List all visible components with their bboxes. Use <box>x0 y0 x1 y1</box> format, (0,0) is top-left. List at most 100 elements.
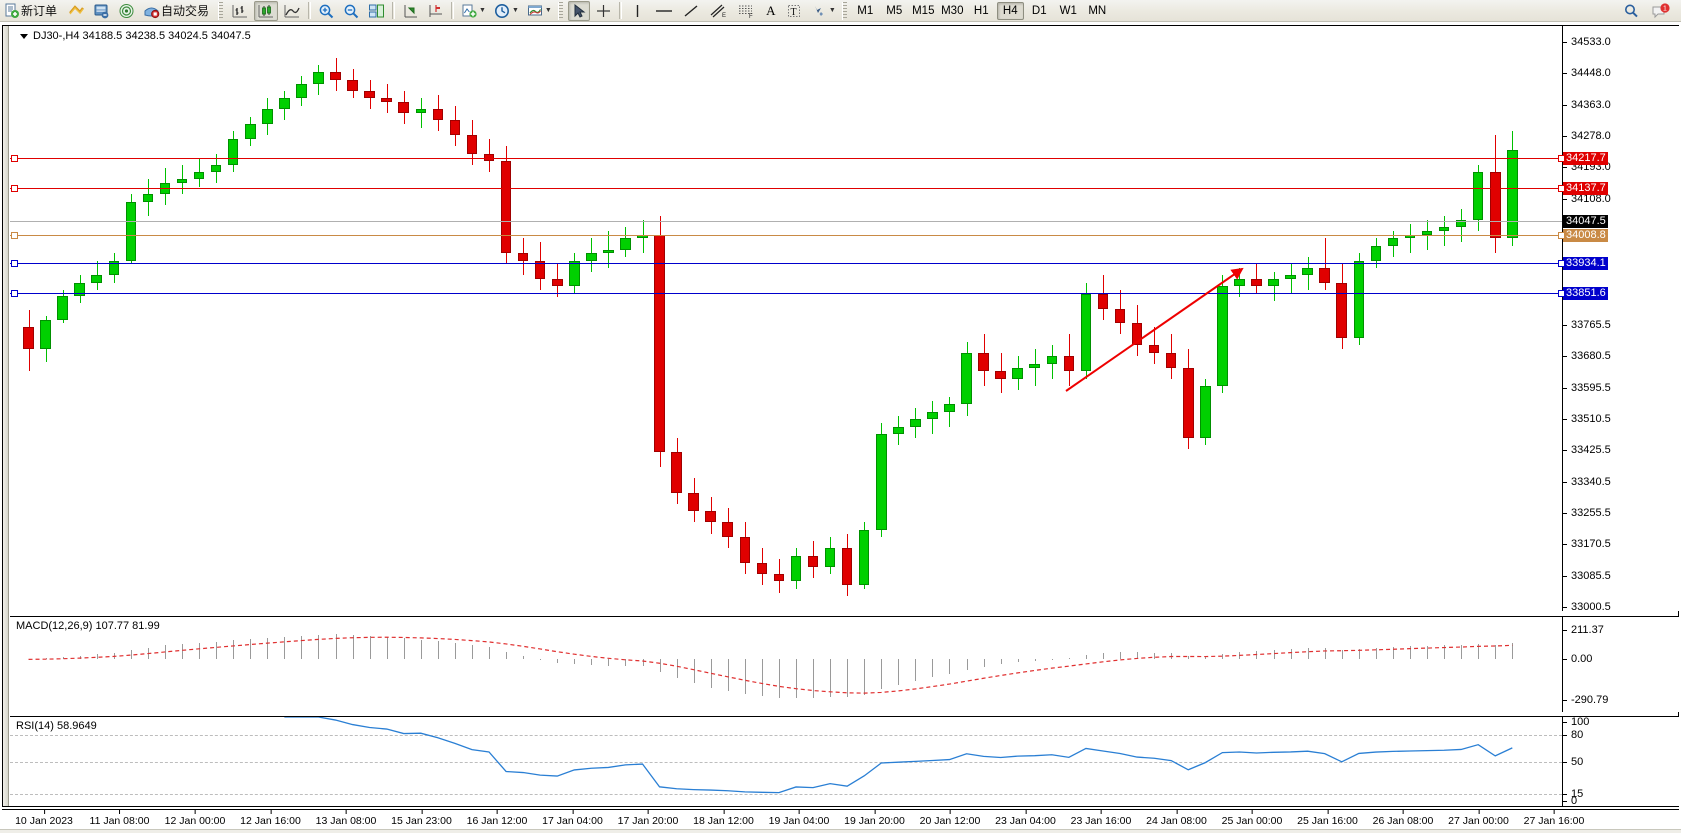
timeframe-m5[interactable]: M5 <box>886 4 903 17</box>
toolbar-grip-1[interactable] <box>218 1 224 20</box>
rsi-plot-area[interactable] <box>10 717 1562 806</box>
templates-button[interactable]: ▼ <box>524 1 555 21</box>
price-level-handle[interactable] <box>11 155 18 163</box>
timeframe-w1[interactable]: W1 <box>1059 4 1077 17</box>
candle-body <box>57 295 68 320</box>
price-level-anchor[interactable] <box>1558 232 1565 240</box>
price-level-line-support-upper[interactable] <box>10 262 1562 264</box>
shapes-button[interactable]: ▼ <box>807 1 839 21</box>
candle-body <box>432 109 444 121</box>
price-level-anchor[interactable] <box>1558 290 1565 298</box>
macd-histogram-bar <box>1222 654 1223 660</box>
rsi-pane[interactable]: RSI(14) 58.9649 100 80 50 15 0 <box>10 716 1680 807</box>
macd-histogram-bar <box>1291 648 1292 660</box>
price-level-handle[interactable] <box>11 184 18 192</box>
chevron-down-icon[interactable]: ▼ <box>828 7 836 14</box>
price-plot-area[interactable] <box>10 26 1562 611</box>
macd-histogram-bar <box>643 659 644 666</box>
trendline-button[interactable] <box>679 1 703 21</box>
macd-histogram-bar <box>677 659 678 679</box>
price-tag-support-lower[interactable]: 33851.6 <box>1563 287 1608 301</box>
pencil-chart-button[interactable] <box>65 1 88 21</box>
price-tag-current-price[interactable]: 34047.5 <box>1563 214 1608 228</box>
chart-left-gutter[interactable] <box>3 26 9 806</box>
price-level-line-resistance-lower[interactable] <box>10 187 1562 189</box>
rsi-axis[interactable]: 100 80 50 15 0 <box>1562 717 1680 807</box>
new-order-icon <box>5 3 19 18</box>
terminal-button[interactable] <box>90 1 113 21</box>
cursor-button[interactable] <box>567 0 590 21</box>
toolbar-grip-3[interactable] <box>841 1 847 20</box>
macd-histogram-bar <box>318 634 319 660</box>
timeframe-m1[interactable]: M1 <box>857 4 874 17</box>
timeframe-mn[interactable]: MN <box>1088 4 1107 17</box>
macd-histogram-bar <box>1188 656 1189 660</box>
vertical-line-button[interactable] <box>626 1 649 21</box>
indicators-button[interactable]: ▼ <box>458 1 489 21</box>
price-level-anchor[interactable] <box>1558 155 1565 163</box>
zoom-in-button[interactable] <box>315 1 338 21</box>
bar-chart-icon <box>232 4 248 17</box>
search-button[interactable] <box>1620 1 1643 21</box>
timeframe-d1[interactable]: D1 <box>1031 4 1047 17</box>
chevron-down-icon[interactable]: ▼ <box>511 7 519 14</box>
price-level-anchor[interactable] <box>1558 259 1565 267</box>
zoom-out-button[interactable] <box>340 1 363 21</box>
chevron-down-icon[interactable]: ▼ <box>479 7 486 14</box>
time-axis-tick: 25 Jan 00:00 <box>1221 810 1283 827</box>
autoscroll-button[interactable] <box>399 1 422 21</box>
timeframe-h1[interactable]: H1 <box>973 4 989 17</box>
text-label-button[interactable]: T <box>783 1 805 21</box>
price-pane[interactable]: DJ30-,H4 34188.5 34238.5 34024.5 34047.5… <box>10 26 1680 613</box>
price-tag-support-upper[interactable]: 33934.1 <box>1563 256 1608 270</box>
macd-plot-area[interactable] <box>10 617 1562 712</box>
macd-histogram-bar <box>1018 659 1019 663</box>
price-level-line-support-lower[interactable] <box>10 293 1562 295</box>
line-chart-button[interactable] <box>280 1 304 21</box>
time-axis[interactable]: 10 Jan 2023 11 Jan 08:00 12 Jan 00:00 12 Ja… <box>2 809 1679 831</box>
price-level-line-resistance-upper[interactable] <box>10 158 1562 160</box>
price-level-line-pivot-level[interactable] <box>10 235 1562 237</box>
fibonacci-retracement-button[interactable]: F <box>733 1 759 21</box>
rsi-axis-tick: 0 <box>1563 796 1577 807</box>
chevron-down-icon[interactable]: ▼ <box>544 7 552 14</box>
metaquotes-id-button[interactable] <box>115 1 138 21</box>
chart-shift-button[interactable] <box>424 1 447 21</box>
candlestick-chart-button[interactable] <box>254 0 279 21</box>
macd-histogram-bar <box>1103 653 1104 660</box>
candle-body <box>244 124 256 139</box>
crosshair-button[interactable] <box>592 1 615 21</box>
chart-menu-caret-icon[interactable] <box>20 33 28 39</box>
period-button[interactable]: ▼ <box>491 1 522 21</box>
price-level-handle[interactable] <box>11 290 18 298</box>
price-level-line-current-price[interactable] <box>10 220 1562 222</box>
toolbar-grip-2[interactable] <box>557 1 563 20</box>
price-axis[interactable]: 34533.0 34448.0 34363.0 34278.0 34193.0 34108… <box>1562 26 1680 613</box>
macd-histogram-bar <box>489 647 490 660</box>
new-order-button[interactable]: 新订单 <box>1 1 63 21</box>
time-axis-tick: 19 Jan 04:00 <box>768 810 830 827</box>
timeframe-m15[interactable]: M15 <box>912 4 935 17</box>
price-level-handle[interactable] <box>11 259 18 267</box>
text-button[interactable]: A <box>761 1 781 21</box>
bar-chart-button[interactable] <box>228 1 252 21</box>
uptrend-arrow[interactable] <box>10 26 1562 611</box>
timeframe-m30[interactable]: M30 <box>941 4 964 17</box>
price-tag-resistance-lower[interactable]: 34137.7 <box>1563 181 1608 195</box>
macd-pane[interactable]: MACD(12,26,9) 107.77 81.99 211.37 0.00 -29… <box>10 616 1680 712</box>
equidistant-channel-button[interactable]: E <box>705 1 731 21</box>
notifications-button[interactable]: 1 <box>1648 1 1673 21</box>
price-tag-resistance-upper[interactable]: 34217.7 <box>1563 152 1608 166</box>
tile-windows-button[interactable] <box>365 1 388 21</box>
timeframe-h4[interactable]: H4 <box>996 1 1024 20</box>
price-level-anchor[interactable] <box>1558 184 1565 192</box>
autotrading-button[interactable]: 自动交易 <box>140 1 215 21</box>
horizontal-line-button[interactable] <box>651 1 677 21</box>
macd-axis-tick: 0.00 <box>1563 654 1592 665</box>
macd-axis[interactable]: 211.37 0.00 -290.79 <box>1562 617 1680 712</box>
horizontal-line-icon <box>655 9 672 12</box>
metaquotes-id-icon <box>119 3 134 18</box>
price-tag-pivot-level[interactable]: 34008.8 <box>1563 229 1608 243</box>
cursor-icon <box>574 3 586 18</box>
price-level-handle[interactable] <box>11 232 18 240</box>
